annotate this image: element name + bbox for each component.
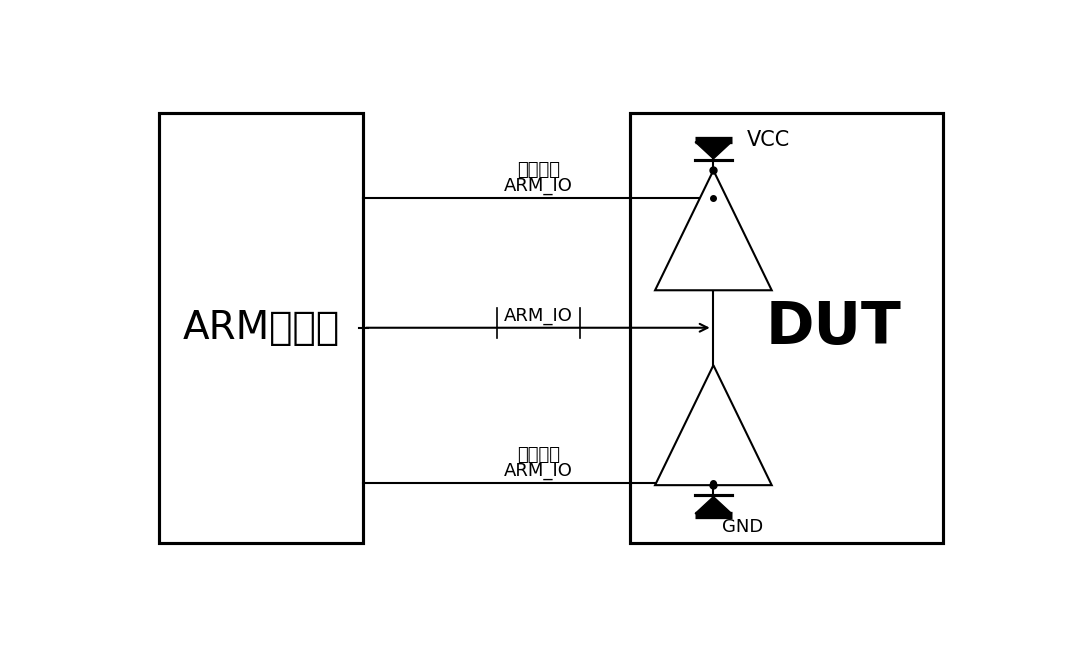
Text: 开路检测: 开路检测 xyxy=(517,161,560,179)
Polygon shape xyxy=(655,170,772,290)
Text: DUT: DUT xyxy=(765,299,901,356)
Polygon shape xyxy=(696,142,732,159)
Text: 短路检测: 短路检测 xyxy=(517,446,560,463)
Bar xyxy=(159,113,363,543)
Text: ARM_IO: ARM_IO xyxy=(504,307,573,325)
Text: GND: GND xyxy=(721,518,763,535)
Text: ARM_IO: ARM_IO xyxy=(504,177,573,195)
Bar xyxy=(630,113,943,543)
Text: VCC: VCC xyxy=(747,130,790,151)
Polygon shape xyxy=(655,365,772,485)
Polygon shape xyxy=(696,496,732,513)
Text: ARM_IO: ARM_IO xyxy=(504,462,573,480)
Text: ARM处理器: ARM处理器 xyxy=(183,309,340,347)
